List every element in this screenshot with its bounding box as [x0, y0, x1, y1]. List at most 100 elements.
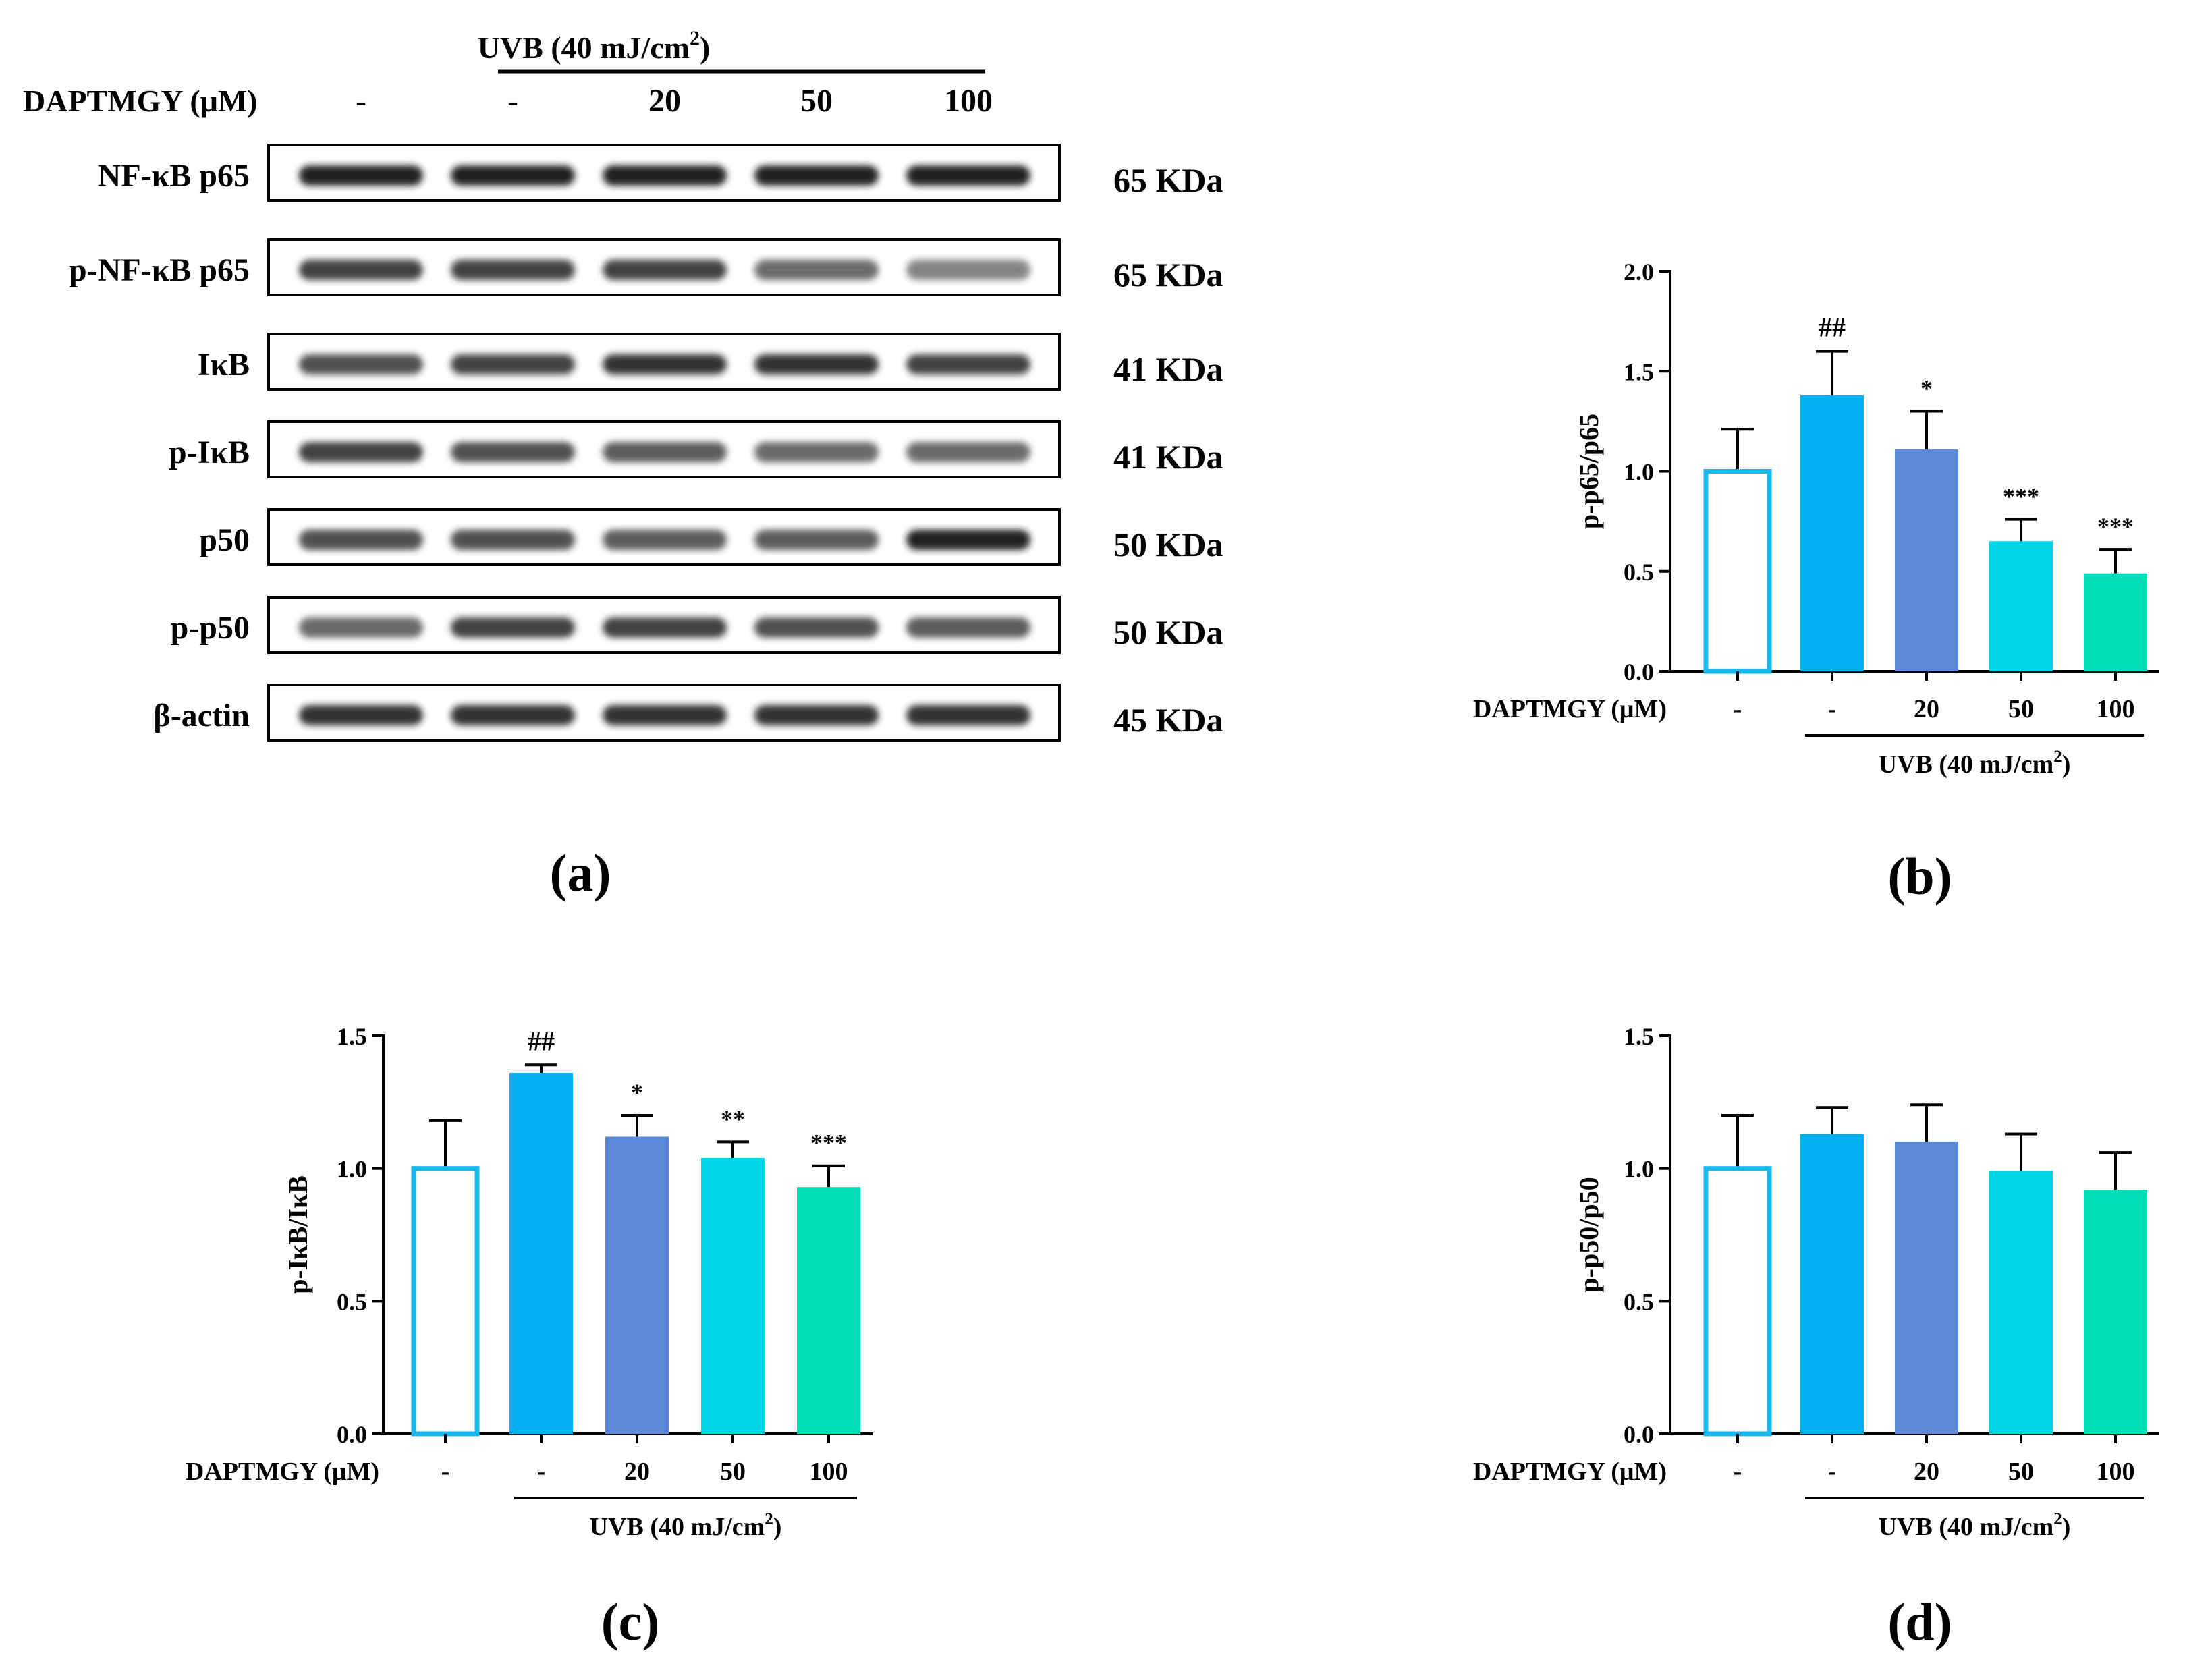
y-tick-label: 1.0: [1624, 459, 1654, 486]
band-name-label: p-IκB: [169, 435, 250, 470]
bar: [1800, 1134, 1864, 1434]
x-tick-label: 50: [2008, 695, 2034, 723]
band-name-label: β-actin: [153, 698, 250, 733]
bar: [509, 1073, 573, 1434]
protein-band: [603, 530, 727, 550]
x-tick-label: 100: [810, 1457, 848, 1486]
x-tick-label: -: [1828, 1457, 1837, 1486]
blot-row: p50 50 KDa: [199, 508, 1223, 566]
kda-label: 65 KDa: [1113, 256, 1223, 294]
x-tick-label: -: [537, 1457, 546, 1486]
chart-panel-b: 0.0 0.5 1.0 1.5 2.0 p-p65/p65 - ## - * 20 *** 50 *** 1…: [1473, 258, 2159, 906]
bar: [2084, 1190, 2147, 1434]
protein-band: [451, 705, 575, 725]
x-tick-label: -: [1734, 1457, 1742, 1486]
protein-band: [451, 165, 575, 186]
significance-label: ##: [528, 1026, 555, 1056]
protein-band: [451, 617, 575, 638]
kda-label: 50 KDa: [1113, 613, 1223, 651]
protein-band: [754, 260, 879, 280]
bar: [1703, 1166, 1772, 1437]
bar: [1989, 1171, 2053, 1434]
bar: [1703, 469, 1772, 674]
protein-band: [451, 354, 575, 374]
bar: [1895, 1142, 1958, 1434]
panel-label: (c): [601, 1592, 660, 1651]
bar: [1895, 449, 1958, 671]
blot-dose-labels: - - 20 50 100: [356, 83, 993, 119]
blot-dose-0: -: [356, 83, 366, 119]
significance-label: *: [1920, 375, 1933, 402]
protein-band: [906, 165, 1030, 186]
protein-band: [299, 165, 423, 186]
x-tick-label: -: [441, 1457, 450, 1486]
uvb-label-blot: UVB (40 mJ/cm2): [478, 27, 711, 65]
protein-band: [299, 354, 423, 374]
panel-label: (b): [1887, 847, 1952, 906]
dose-label-blot: DAPTMGY (μM): [23, 84, 258, 118]
blot-row: β-actin 45 KDa: [153, 684, 1223, 742]
dose-label: DAPTMGY (μM): [186, 1457, 379, 1486]
blot-dose-1: -: [507, 83, 518, 119]
panel-label-a: (a): [550, 843, 611, 902]
significance-label: ***: [2097, 513, 2134, 540]
bar: [1800, 395, 1864, 671]
protein-band: [451, 530, 575, 550]
protein-band: [603, 354, 727, 374]
blot-row: IκB 41 KDa: [198, 333, 1223, 391]
protein-band: [299, 260, 423, 280]
significance-label: *: [631, 1079, 643, 1106]
blot-row: p-IκB 41 KDa: [169, 420, 1223, 478]
x-tick-label: 20: [1914, 695, 1939, 723]
protein-band: [603, 442, 727, 462]
bar: [797, 1187, 860, 1434]
kda-label: 41 KDa: [1113, 350, 1223, 388]
protein-band: [754, 617, 879, 638]
significance-label: ##: [1819, 312, 1846, 343]
y-tick-label: 1.5: [337, 1023, 367, 1050]
chart-panel-c: 0.0 0.5 1.0 1.5 p-IκB/IκB - ## - * 20 ** 50 *** 100 DA…: [186, 1023, 873, 1651]
panel-label: (d): [1887, 1592, 1952, 1651]
y-tick-label: 0.5: [1624, 1288, 1654, 1315]
x-tick-label: 100: [2097, 695, 2135, 723]
y-tick-label: 0.0: [337, 1421, 367, 1448]
protein-band: [603, 705, 727, 725]
x-tick-label: -: [1828, 695, 1837, 723]
band-name-label: p-p50: [171, 610, 250, 646]
protein-band: [299, 705, 423, 725]
protein-band: [299, 617, 423, 638]
dose-label: DAPTMGY (μM): [1473, 1457, 1667, 1486]
y-tick-label: 0.5: [337, 1288, 367, 1315]
protein-band: [906, 442, 1030, 462]
y-tick-label: 0.0: [1624, 1421, 1654, 1448]
dose-label: DAPTMGY (μM): [1473, 695, 1667, 723]
kda-label: 50 KDa: [1113, 526, 1223, 563]
y-tick-label: 1.5: [1624, 358, 1654, 385]
uvb-label: UVB (40 mJ/cm2): [1879, 1510, 2071, 1541]
blot-dose-4: 100: [944, 83, 993, 119]
blot-row: p-p50 50 KDa: [171, 596, 1223, 654]
x-tick-label: 100: [2097, 1457, 2135, 1486]
x-tick-label: 20: [624, 1457, 650, 1486]
blot-row: NF-κB p65 65 KDa: [98, 144, 1223, 202]
bar: [605, 1136, 669, 1434]
x-tick-label: -: [1734, 695, 1742, 723]
significance-label: ***: [810, 1130, 847, 1157]
x-tick-label: 20: [1914, 1457, 1939, 1486]
western-blot-panel: UVB (40 mJ/cm2) DAPTMGY (μM) - - 20 50 100 N…: [23, 27, 1223, 902]
y-tick-label: 0.0: [1624, 659, 1654, 686]
x-tick-label: 50: [2008, 1457, 2034, 1486]
bar: [2084, 573, 2147, 671]
bar: [411, 1166, 480, 1437]
y-tick-label: 1.0: [1624, 1156, 1654, 1183]
protein-band: [451, 442, 575, 462]
blot-rows: NF-κB p65 65 KDa p-NF-κB p65 65 KDa IκB 41 KD…: [69, 144, 1223, 742]
uvb-label: UVB (40 mJ/cm2): [1879, 748, 2071, 779]
y-axis-label: p-IκB/IκB: [283, 1175, 313, 1294]
y-tick-label: 1.5: [1624, 1023, 1654, 1050]
y-axis-label: p-p50/p50: [1574, 1177, 1604, 1292]
protein-band: [754, 530, 879, 550]
y-tick-label: 1.0: [337, 1156, 367, 1183]
protein-band: [754, 442, 879, 462]
